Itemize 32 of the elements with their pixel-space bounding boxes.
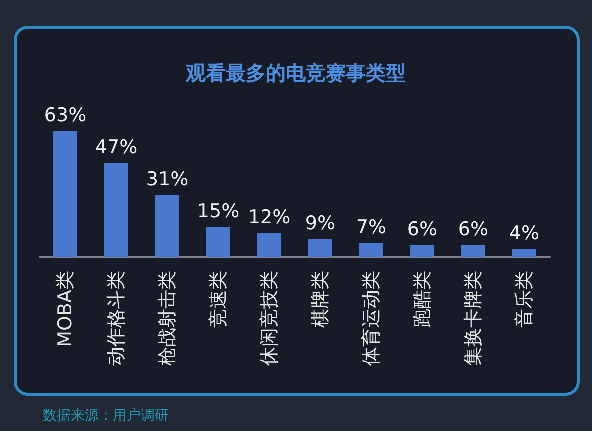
data-label: 4% <box>509 222 540 244</box>
bar <box>410 245 434 257</box>
x-tick-label: 跑酷类 <box>412 271 434 328</box>
x-tick-label: MOBA类 <box>54 271 76 348</box>
data-label: 6% <box>407 218 438 240</box>
bar <box>206 227 230 257</box>
bar <box>360 243 384 257</box>
x-tick-label: 枪战射击类 <box>156 271 178 366</box>
data-label: 15% <box>197 200 240 222</box>
bar <box>104 163 128 257</box>
x-tick-label: 集换卡牌类 <box>462 271 484 366</box>
source-note: 数据来源：用户调研 <box>43 408 169 424</box>
data-label: 47% <box>95 136 138 158</box>
bar <box>258 233 282 257</box>
data-label: 7% <box>356 216 387 238</box>
x-tick-label: 音乐类 <box>514 271 536 328</box>
data-label: 12% <box>248 206 291 228</box>
x-tick-label: 体育运动类 <box>360 271 382 366</box>
bar <box>308 239 332 257</box>
bar <box>462 245 486 257</box>
x-tick-label: 竞速类 <box>208 271 230 328</box>
bar <box>156 195 180 257</box>
data-label: 63% <box>44 104 87 126</box>
bar <box>512 249 536 257</box>
bar <box>54 131 78 257</box>
data-label: 9% <box>305 212 336 234</box>
chart-title: 观看最多的电竞赛事类型 <box>185 61 406 85</box>
x-tick-label: 棋牌类 <box>310 271 332 328</box>
x-tick-label: 动作格斗类 <box>106 271 128 366</box>
data-label: 31% <box>146 168 189 190</box>
x-tick-label: 休闲竞技类 <box>258 271 280 366</box>
data-label: 6% <box>458 218 489 240</box>
